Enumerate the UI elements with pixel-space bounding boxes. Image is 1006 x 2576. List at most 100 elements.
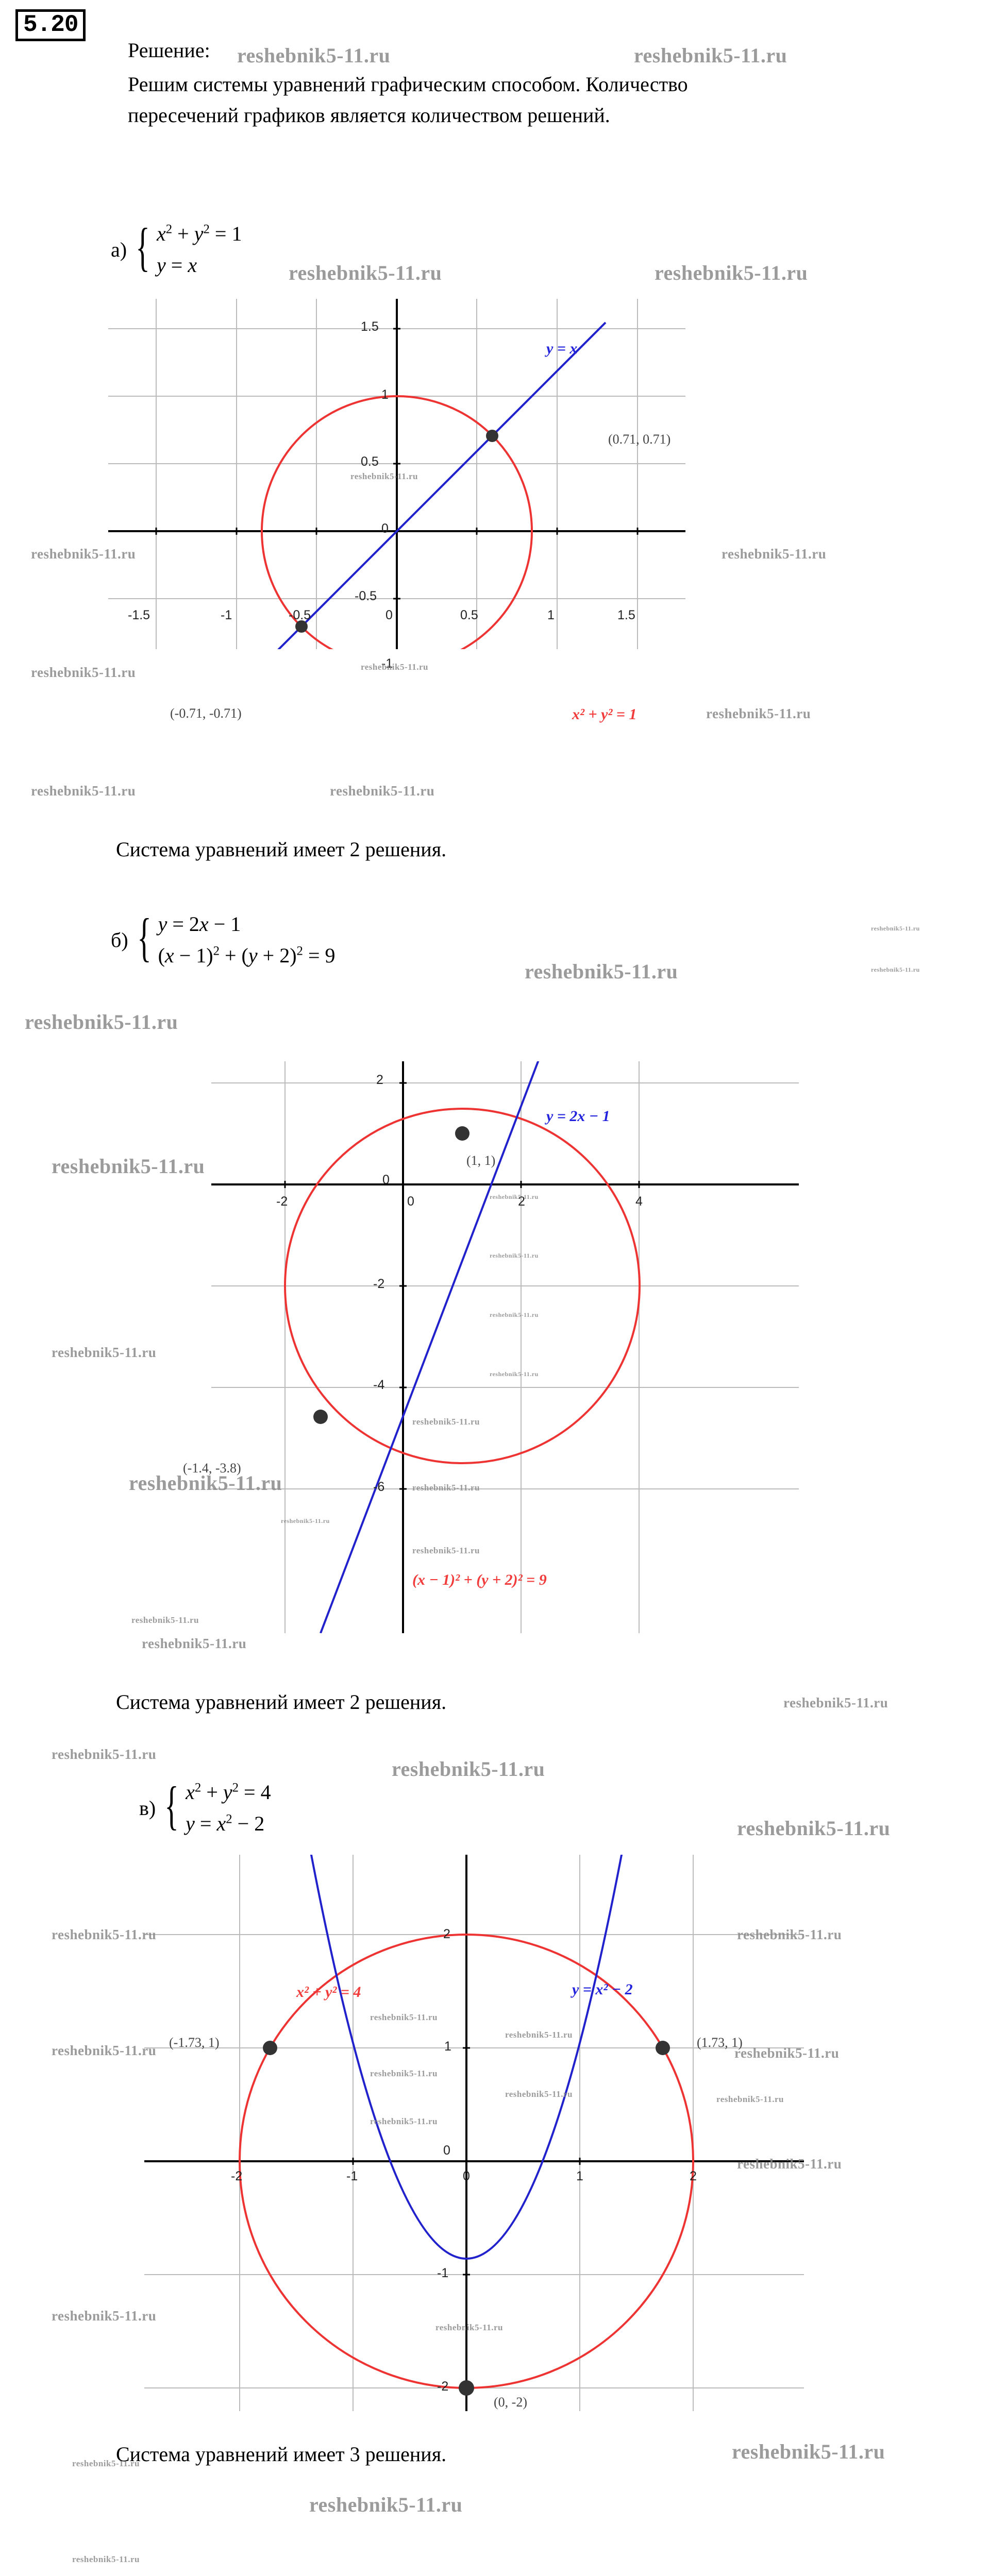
ytick-label: -0.5 (355, 589, 377, 603)
watermark: reshebnik5-11.ru (52, 2308, 157, 2324)
ytick-label: -2 (437, 2379, 449, 2394)
watermark: reshebnik5-11.ru (871, 966, 920, 973)
ytick-label: 2 (443, 1927, 450, 1941)
equation-b-2: (x − 1)2 + (y + 2)2 = 9 (158, 944, 336, 967)
watermark: reshebnik5-11.ru (722, 546, 827, 562)
ytick-label: -1 (437, 2266, 449, 2280)
xtick-label: 4 (635, 1194, 643, 1209)
xtick-label: 0 (463, 2169, 470, 2183)
ytick-label: 1 (444, 2039, 451, 2054)
system-a: а) { x2 + y2 = 1 y = x (111, 217, 242, 277)
conclusion-a: Система уравнений имеет 2 решения. (116, 838, 447, 861)
watermark: reshebnik5-11.ru (783, 1695, 888, 1710)
ytick-label: -6 (373, 1480, 385, 1494)
system-b: б) { y = 2x − 1 (x − 1)2 + (y + 2)2 = 9 (111, 908, 336, 968)
watermark: reshebnik5-11.ru (525, 960, 678, 983)
watermark: reshebnik5-11.ru (31, 665, 136, 680)
xtick-label: -1.5 (128, 608, 150, 622)
watermark: reshebnik5-11.ru (131, 1615, 199, 1625)
watermark: reshebnik5-11.ru (142, 1636, 247, 1651)
intersection-point (459, 2380, 474, 2396)
series-label-circle: (x − 1)² + (y + 2)² = 9 (412, 1571, 547, 1588)
ytick-label: 2 (376, 1073, 383, 1087)
equation-v-2: y = x2 − 2 (186, 1812, 265, 1835)
intersection-point (313, 1410, 328, 1424)
axes (108, 299, 685, 649)
xtick-label: 0 (385, 608, 393, 622)
intersection-point (295, 620, 308, 633)
point-label: (1, 1) (466, 1153, 496, 1168)
conclusion-v: Система уравнений имеет 3 решения. (116, 2443, 447, 2466)
axis-ticks (284, 1082, 640, 1490)
watermark: reshebnik5-11.ru (289, 261, 442, 284)
intersection-point (656, 2041, 670, 2055)
curve-circle-unit (261, 395, 533, 649)
intro-line-2: пересечений графиков является количество… (128, 104, 610, 127)
axis-ticks (155, 328, 639, 600)
axes (211, 1061, 799, 1633)
point-label: (1.73, 1) (697, 2035, 743, 2050)
watermark: reshebnik5-11.ru (737, 1817, 891, 1840)
xtick-label: -2 (276, 1194, 288, 1209)
xtick-label: 1.5 (617, 608, 635, 622)
series-label-circle: x² + y² = 4 (296, 1984, 361, 2001)
xtick-label: 2 (690, 2169, 697, 2183)
watermark: reshebnik5-11.ru (330, 783, 435, 799)
watermark: reshebnik5-11.ru (31, 783, 136, 799)
ytick-label: 0.5 (361, 454, 379, 469)
watermark: reshebnik5-11.ru (72, 2554, 140, 2564)
point-label: (-1.4, -3.8) (183, 1461, 241, 1476)
curve-parabola-v (310, 1855, 623, 2260)
curve-line-b (320, 1061, 540, 1633)
ytick-label: 1.5 (361, 319, 379, 334)
chart-b-canvas (211, 1061, 799, 1633)
system-v: в) { x2 + y2 = 4 y = x2 − 2 (139, 1779, 271, 1836)
chart-v (144, 1855, 804, 2411)
watermark: reshebnik5-11.ru (634, 44, 787, 67)
solution-label: Решение: (128, 39, 210, 62)
brace-icon: { (136, 217, 150, 277)
chart-a-canvas (108, 299, 685, 649)
grid-lines (144, 1855, 804, 2411)
intro-line-1: Решим системы уравнений графическим спос… (128, 73, 688, 96)
watermark: reshebnik5-11.ru (52, 2043, 157, 2058)
curve-line-y-equals-x (277, 321, 607, 649)
watermark: reshebnik5-11.ru (871, 925, 920, 932)
point-label: (-1.73, 1) (169, 2035, 220, 2050)
xtick-label: -1 (346, 2169, 358, 2183)
brace-icon: { (137, 908, 152, 967)
watermark: reshebnik5-11.ru (52, 1345, 157, 1360)
chart-a (108, 299, 685, 649)
watermark: reshebnik5-11.ru (52, 1155, 205, 1178)
series-label-line: y = x (546, 340, 578, 357)
point-label: (-0.71, -0.71) (170, 706, 242, 721)
xtick-label: 2 (518, 1194, 525, 1209)
intersection-point (263, 2041, 277, 2055)
xtick-label: -2 (231, 2169, 243, 2183)
chart-b (211, 1061, 799, 1633)
grid-lines (211, 1061, 799, 1633)
ytick-label: -2 (373, 1277, 385, 1291)
xtick-label: -1 (221, 608, 232, 622)
watermark: reshebnik5-11.ru (52, 1927, 157, 1942)
watermark: reshebnik5-11.ru (361, 662, 428, 672)
xtick-label: 0.5 (460, 608, 478, 622)
series-label-line: y = 2x − 1 (546, 1108, 610, 1125)
ytick-label: 0 (382, 1173, 390, 1187)
intersection-point (486, 430, 498, 442)
curve-circle-b (284, 1108, 641, 1464)
series-label-circle: x² + y² = 1 (572, 706, 637, 723)
watermark: reshebnik5-11.ru (732, 2440, 885, 2463)
series-label-parabola: y = x² − 2 (572, 1981, 633, 1998)
watermark: reshebnik5-11.ru (25, 1010, 178, 1033)
xtick-label: -0.5 (289, 608, 311, 622)
watermark: reshebnik5-11.ru (309, 2493, 463, 2516)
intersection-point (455, 1126, 470, 1141)
watermark: reshebnik5-11.ru (237, 44, 391, 67)
ytick-label: 1 (381, 387, 389, 402)
watermark: reshebnik5-11.ru (706, 706, 811, 721)
watermark: reshebnik5-11.ru (392, 1757, 545, 1781)
equation-v-1: x2 + y2 = 4 (186, 1781, 271, 1804)
part-label-a: а) (111, 238, 127, 261)
xtick-label: 0 (407, 1194, 414, 1209)
